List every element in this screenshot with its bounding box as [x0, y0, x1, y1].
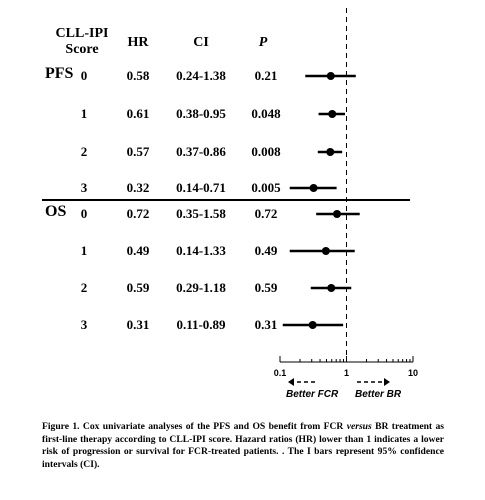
- caption-italic: versus: [346, 421, 372, 432]
- cell-score: 0: [81, 206, 88, 221]
- header-score-line1: CLL-IPI: [56, 26, 109, 41]
- header-ci: CI: [193, 35, 209, 50]
- left-arrow-head: [288, 378, 294, 386]
- cell-hr: 0.32: [127, 180, 150, 195]
- cell-p: 0.31: [255, 317, 278, 332]
- group-label: PFS: [45, 65, 74, 82]
- hr-point: [308, 321, 317, 329]
- cell-p: 0.008: [251, 144, 281, 159]
- cell-score: 1: [81, 243, 88, 258]
- cell-hr: 0.59: [127, 280, 150, 295]
- cell-hr: 0.58: [127, 68, 150, 83]
- cell-score: 3: [81, 180, 88, 195]
- cell-p: 0.048: [251, 106, 281, 121]
- cell-ci: 0.35-1.58: [176, 206, 226, 221]
- hr-point: [309, 184, 318, 192]
- cell-hr: 0.72: [127, 206, 150, 221]
- cell-hr: 0.61: [127, 106, 150, 121]
- cell-p: 0.005: [251, 180, 281, 195]
- better-br-label: Better BR: [355, 389, 402, 400]
- header-hr: HR: [128, 35, 150, 50]
- cell-score: 1: [81, 106, 88, 121]
- cell-ci: 0.14-0.71: [176, 180, 226, 195]
- hr-point: [328, 110, 337, 118]
- better-fcr-label: Better FCR: [286, 389, 339, 400]
- figure-caption: Figure 1. Cox univariate analyses of the…: [42, 421, 444, 471]
- hr-point: [326, 72, 335, 80]
- hr-point: [333, 210, 342, 218]
- cell-p: 0.49: [255, 243, 278, 258]
- x-tick-label: 10: [408, 368, 418, 378]
- x-tick-label: 1: [344, 368, 349, 378]
- cell-score: 2: [81, 280, 88, 295]
- forest-plot-area: 0.1 1 10 Better FCR Better BR: [274, 8, 418, 400]
- cell-p: 0.21: [255, 68, 278, 83]
- hr-point: [326, 148, 335, 156]
- cell-ci: 0.29-1.18: [176, 280, 226, 295]
- cell-ci: 0.24-1.38: [176, 68, 226, 83]
- cell-p: 0.59: [255, 280, 278, 295]
- cell-p: 0.72: [255, 206, 278, 221]
- cell-ci: 0.14-1.33: [176, 243, 226, 258]
- cell-hr: 0.31: [127, 317, 150, 332]
- x-tick-label: 0.1: [274, 368, 287, 378]
- cell-score: 0: [81, 68, 88, 83]
- cell-score: 2: [81, 144, 88, 159]
- header-score-line2: Score: [65, 42, 98, 57]
- right-arrow-head: [384, 378, 390, 386]
- hr-point: [327, 284, 336, 292]
- cell-ci: 0.37-0.86: [176, 144, 226, 159]
- group-label: OS: [45, 203, 66, 220]
- forest-marks: [282, 72, 360, 329]
- cell-hr: 0.49: [127, 243, 150, 258]
- cell-hr: 0.57: [127, 144, 150, 159]
- cell-ci: 0.38-0.95: [176, 106, 226, 121]
- hr-point: [321, 247, 330, 255]
- cell-ci: 0.11-0.89: [176, 317, 226, 332]
- direction-labels: Better FCR Better BR: [286, 378, 402, 400]
- caption-rest: BR treatment as first-line therapy accor…: [42, 421, 444, 470]
- caption-lead: Figure 1. Cox univariate analyses of the…: [42, 421, 347, 432]
- table-headers: CLL-IPI Score HR CI P: [56, 26, 268, 57]
- cell-score: 3: [81, 317, 88, 332]
- x-axis-ticks: 0.1 1 10: [274, 356, 418, 378]
- header-p: P: [259, 35, 268, 50]
- table-rows: PFS 0 0.58 0.24-1.38 0.21 1 0.61 0.38-0.95 0.048…: [45, 65, 281, 332]
